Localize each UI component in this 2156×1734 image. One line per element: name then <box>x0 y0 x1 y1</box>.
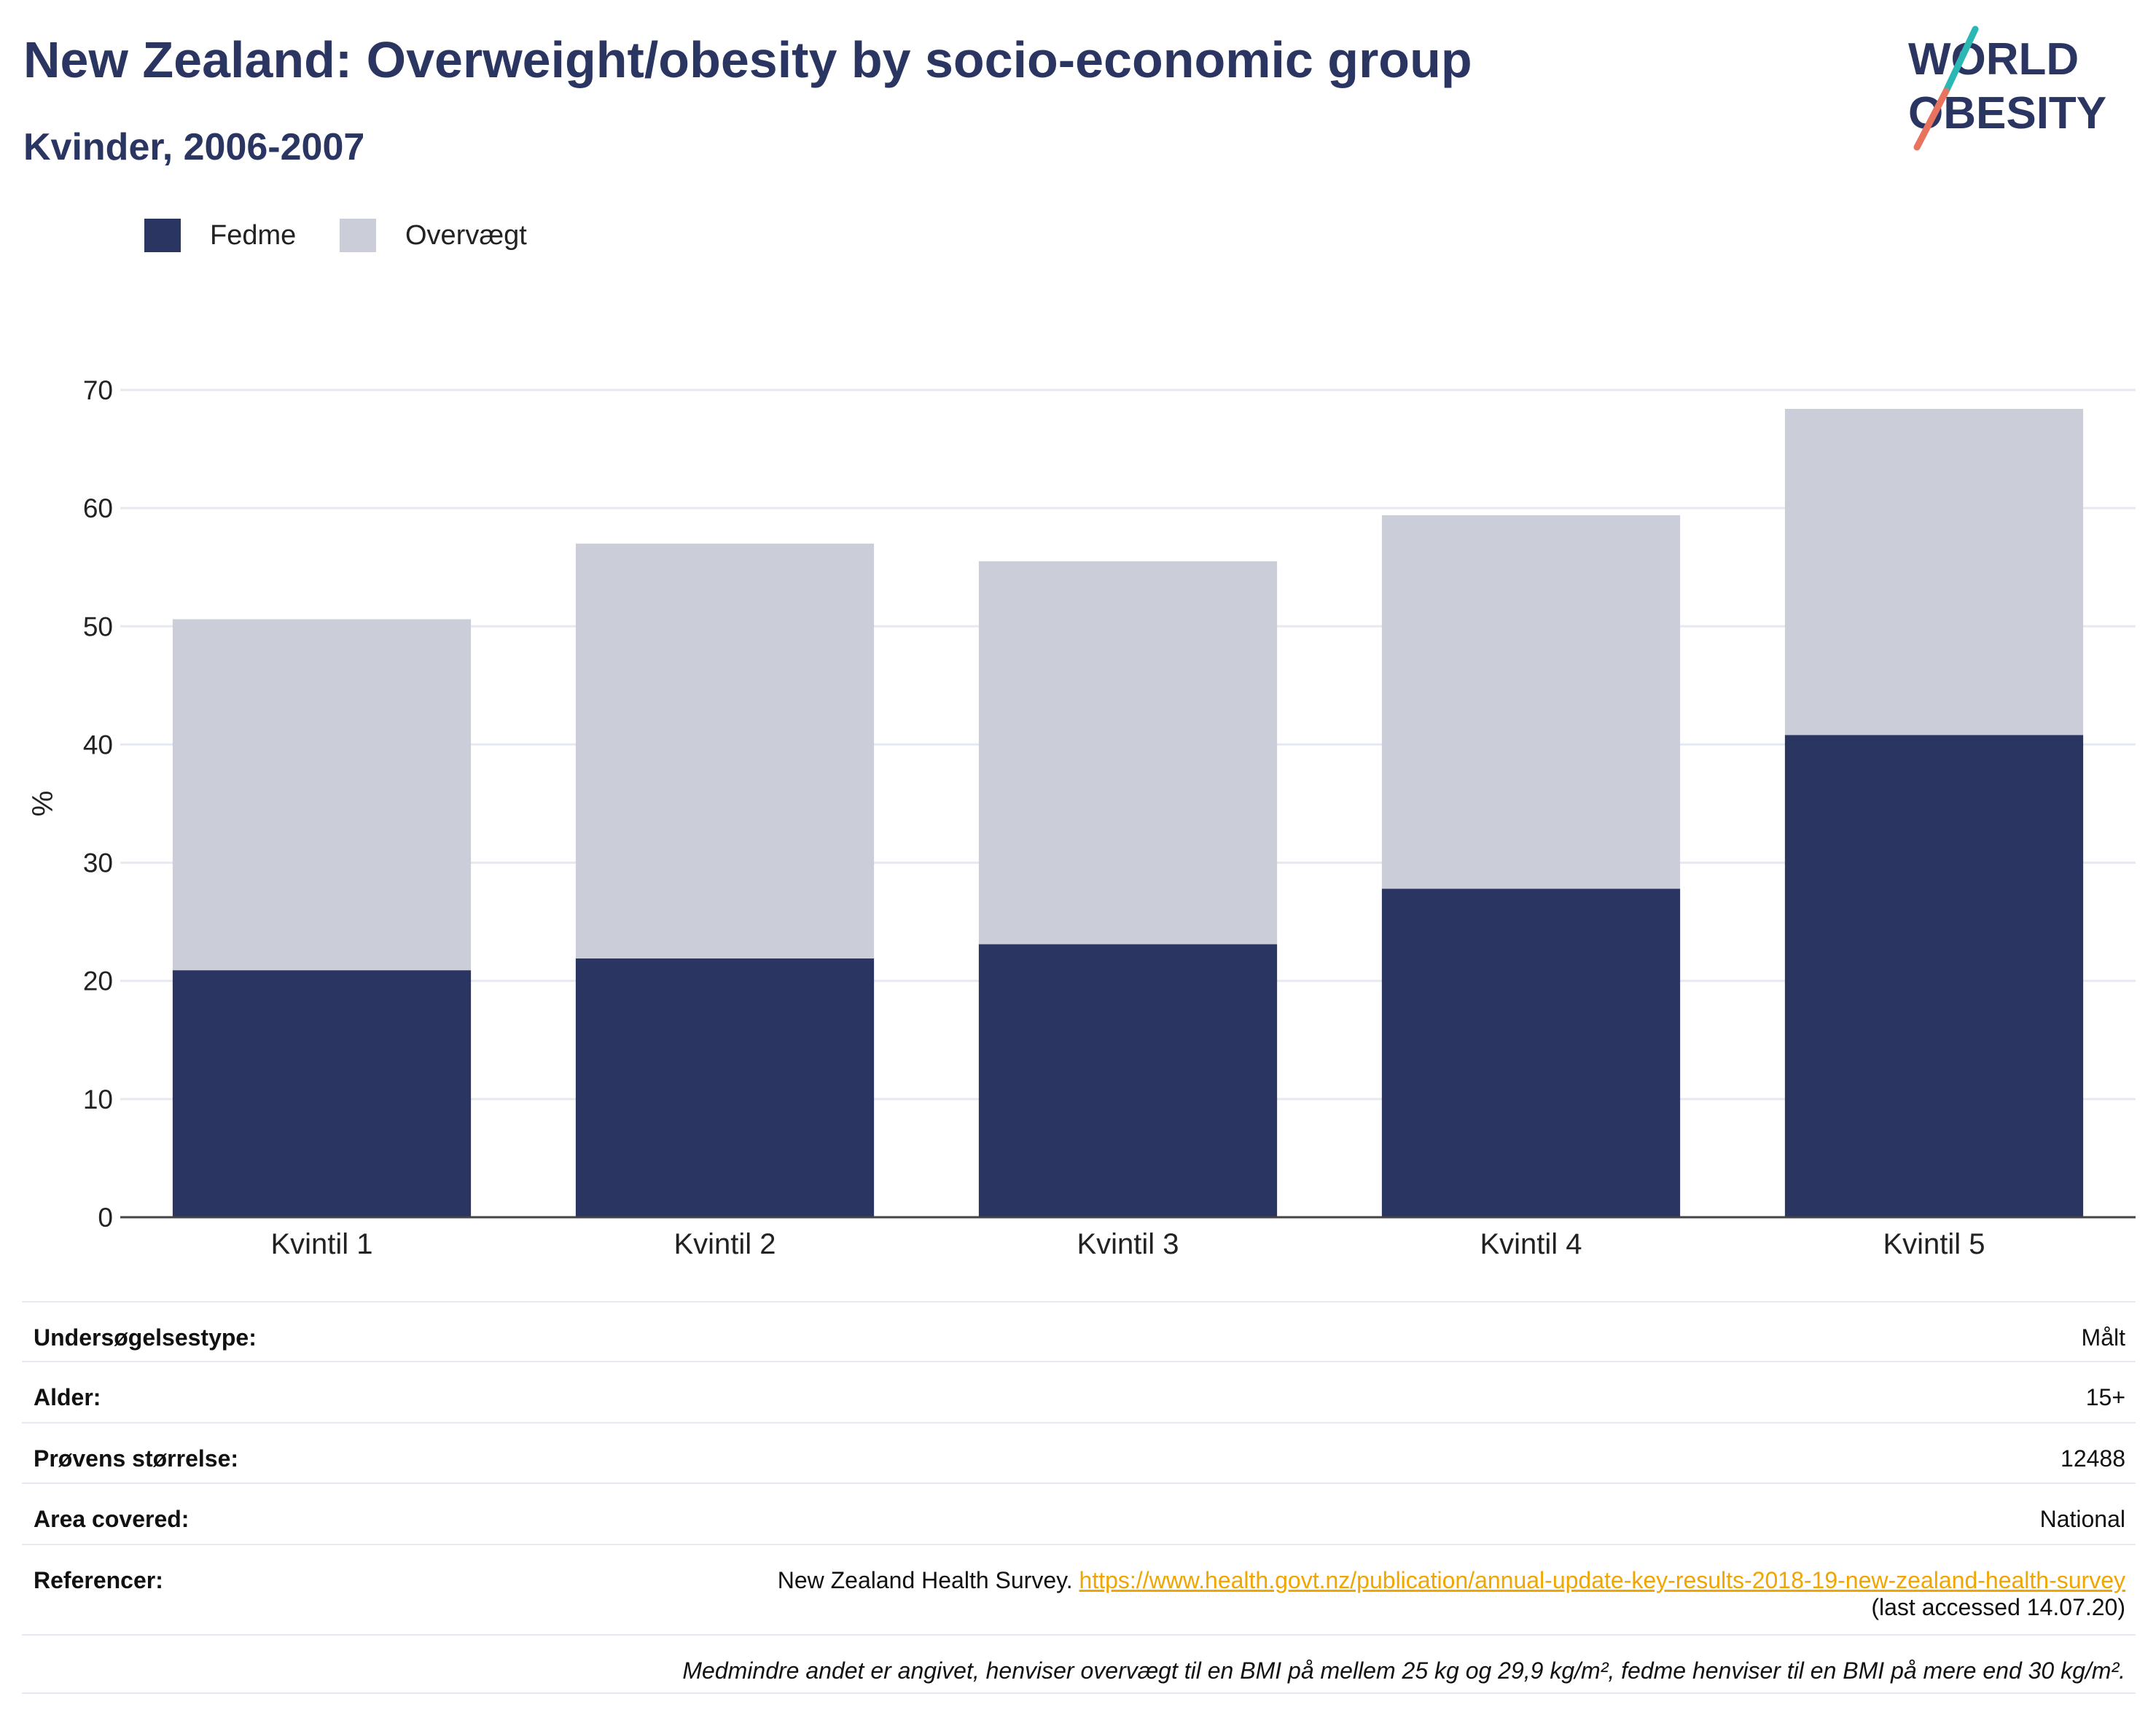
info-value-age: 15+ <box>2085 1384 2125 1410</box>
y-tick-label: 40 <box>83 730 113 759</box>
bar-fedme <box>1784 735 2084 1217</box>
info-label-sample-size: Prøvens størrelse: <box>34 1445 239 1472</box>
legend-label-overvaegt: Overvægt <box>405 220 527 251</box>
bar-overvaegt <box>172 619 472 971</box>
info-value-area: National <box>2039 1506 2125 1532</box>
reference-source-text: New Zealand Health Survey. <box>777 1567 1079 1593</box>
logo-slash-coral <box>1913 87 1950 151</box>
y-axis-label: % <box>27 791 59 817</box>
chart-subtitle: Kvinder, 2006-2007 <box>23 126 365 168</box>
bar-overvaegt <box>1381 515 1681 889</box>
info-row-references: Referencer: New Zealand Health Survey. h… <box>22 1544 2136 1634</box>
reference-link[interactable]: https://www.health.govt.nz/publication/a… <box>1079 1567 2125 1593</box>
bar-fedme <box>172 970 472 1217</box>
info-value-sample-size: 12488 <box>2061 1445 2125 1472</box>
y-tick-label: 50 <box>83 612 113 641</box>
info-row-sample-size: Prøvens størrelse: 12488 <box>22 1422 2136 1483</box>
bar-overvaegt <box>575 543 875 958</box>
x-tick-label: Kvintil 3 <box>1077 1228 1179 1260</box>
bar-overvaegt <box>978 561 1278 945</box>
info-label-area: Area covered: <box>34 1506 190 1532</box>
bar-fedme <box>978 944 1278 1217</box>
y-tick-label: 0 <box>98 1203 113 1233</box>
reference-accessed: (last accessed 14.07.20) <box>1871 1594 2125 1620</box>
y-tick-label: 70 <box>83 375 113 405</box>
stacked-bar-chart: 0 10 20 30 40 50 60 70% Kvintil 1 Kvintil 2 Kvinti… <box>27 375 2136 1260</box>
x-tick-label: Kvintil 5 <box>1883 1228 1985 1260</box>
y-tick-label: 10 <box>83 1085 113 1114</box>
logo-slash-teal <box>1942 26 1979 95</box>
x-tick-label: Kvintil 2 <box>673 1228 776 1260</box>
info-value-survey-type: Målt <box>2081 1324 2125 1351</box>
info-value-references: New Zealand Health Survey. https://www.h… <box>32 1567 2125 1594</box>
info-label-references: Referencer: <box>34 1567 163 1593</box>
bar-fedme <box>1381 889 1681 1217</box>
y-tick-label: 20 <box>83 966 113 996</box>
legend-swatch-overvaegt <box>340 219 376 252</box>
logo-line1: WORLD <box>1908 34 2079 85</box>
chart-title: New Zealand: Overweight/obesity by socio… <box>23 31 1472 88</box>
info-row-age: Alder: 15+ <box>22 1361 2136 1422</box>
x-tick-label: Kvintil 4 <box>1480 1228 1582 1260</box>
info-row-area: Area covered: National <box>22 1483 2136 1544</box>
bar-fedme <box>575 958 875 1217</box>
info-label-age: Alder: <box>34 1384 101 1410</box>
info-row-note: Medmindre andet er angivet, henviser ove… <box>22 1634 2136 1694</box>
definition-note: Medmindre andet er angivet, henviser ove… <box>682 1657 2125 1684</box>
y-tick-label: 30 <box>83 848 113 878</box>
x-tick-label: Kvintil 1 <box>270 1228 372 1260</box>
y-tick-label: 60 <box>83 493 113 523</box>
legend-label-fedme: Fedme <box>210 220 297 251</box>
world-obesity-logo: WORLD OBESITY <box>1908 26 2106 151</box>
info-row-survey-type: Undersøgelsestype: Målt <box>22 1301 2136 1361</box>
info-label-survey-type: Undersøgelsestype: <box>34 1324 257 1351</box>
info-table: Undersøgelsestype: Målt Alder: 15+ Prøve… <box>22 1301 2136 1694</box>
legend-swatch-fedme <box>144 219 181 252</box>
bar-overvaegt <box>1784 408 2084 735</box>
